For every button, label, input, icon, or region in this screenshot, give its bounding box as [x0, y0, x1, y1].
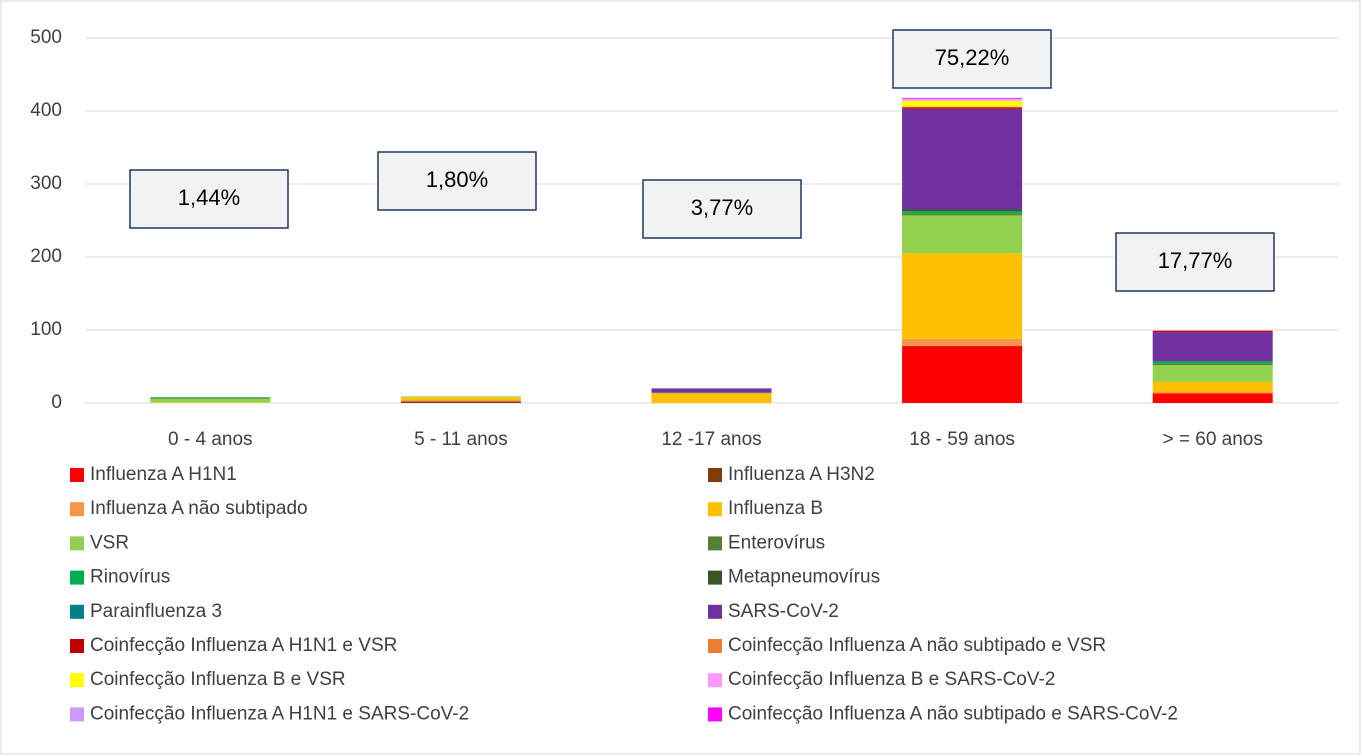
bar-segment [1152, 393, 1273, 403]
bar-segment [902, 107, 1023, 109]
legend-label: SARS-CoV-2 [728, 601, 839, 622]
legend-swatch [708, 536, 722, 551]
y-tick-label: 500 [30, 27, 62, 48]
legend-swatch [708, 604, 722, 619]
bar-segment [1152, 365, 1273, 382]
bar-segment [150, 397, 271, 399]
legend-swatch [70, 604, 84, 619]
bar-segment [902, 98, 1023, 100]
annotation-box [129, 169, 289, 229]
legend-label: Parainfluenza 3 [90, 601, 222, 622]
legend-label: Coinfecção Influenza A H1N1 e SARS-CoV-2 [90, 703, 469, 724]
legend-swatch [708, 639, 722, 653]
legend-label: Influenza A não subtipado [90, 498, 308, 519]
legend-label: Metapneumovírus [728, 567, 880, 588]
bar-segment [651, 392, 772, 394]
bar-segment [902, 106, 1023, 108]
y-tick-label: 400 [30, 100, 62, 121]
bar-segment [651, 388, 772, 393]
bar-segment [400, 400, 521, 402]
bar-segment [902, 100, 1023, 107]
legend-label: Enterovírus [728, 532, 825, 553]
legend-swatch [70, 639, 84, 653]
legend-swatch [70, 707, 84, 722]
bar-segment [902, 215, 1023, 254]
x-tick-label: 18 - 59 anos [909, 429, 1015, 450]
legend-label: Rinovírus [90, 567, 170, 588]
bar-segment [1152, 363, 1273, 366]
annotation-box [892, 29, 1052, 89]
bar-segment [902, 346, 1023, 403]
legend-swatch [708, 570, 722, 585]
x-tick-label: 12 -17 anos [661, 429, 761, 450]
bar-segment [150, 397, 271, 398]
annotation-box [1115, 232, 1275, 292]
legend-swatch [70, 468, 84, 482]
legend-label: Coinfecção Influenza A H1N1 e VSR [90, 635, 397, 656]
legend-swatch [70, 502, 84, 517]
bar-segment [902, 99, 1023, 101]
bar-segment [1152, 381, 1273, 393]
bar-segment [400, 401, 521, 403]
y-tick-label: 200 [30, 246, 62, 267]
x-tick-label: > = 60 anos [1163, 429, 1263, 450]
annotation: 3,77% [691, 195, 753, 220]
y-tick-label: 0 [51, 392, 62, 413]
legend-swatch [708, 707, 722, 722]
bar-segment [651, 393, 772, 403]
bar-segment [150, 398, 271, 403]
legend-label: Coinfecção Influenza B e VSR [90, 669, 346, 690]
bar-segment [1152, 361, 1273, 364]
legend-label: Coinfecção Influenza A não subtipado e S… [728, 703, 1178, 724]
annotation: 1,80% [426, 167, 488, 192]
legend-label: Influenza A H1N1 [90, 464, 237, 485]
legend-label: VSR [90, 532, 129, 553]
legend-swatch [708, 502, 722, 517]
legend-swatch [708, 673, 722, 688]
annotation: 17,77% [1158, 248, 1233, 273]
bar-segment [902, 209, 1023, 212]
legend-swatch [70, 673, 84, 688]
x-tick-label: 0 - 4 anos [168, 429, 253, 450]
legend-swatch [70, 536, 84, 551]
bar-segment [902, 338, 1023, 347]
bar-segment [902, 213, 1023, 216]
bar-segment [1152, 330, 1273, 333]
legend-swatch [70, 570, 84, 585]
bar-segment [150, 402, 271, 403]
legend-swatch [708, 468, 722, 482]
annotation-box [642, 179, 802, 239]
legend-label: Coinfecção Influenza B e SARS-CoV-2 [728, 669, 1055, 690]
legend-label: Coinfecção Influenza A não subtipado e V… [728, 635, 1106, 656]
bar-segment [902, 211, 1023, 214]
bar-segment [400, 396, 521, 398]
x-tick-label: 5 - 11 anos [414, 429, 508, 450]
bar-segment [400, 397, 521, 401]
bar-segment [902, 108, 1023, 210]
y-tick-label: 100 [30, 319, 62, 340]
bar-segment [1152, 332, 1273, 362]
bar-segment [1152, 392, 1273, 394]
annotation-box [377, 151, 537, 211]
annotation: 1,44% [178, 185, 240, 210]
bar-segment [902, 253, 1023, 339]
y-tick-label: 300 [30, 173, 62, 194]
bar-segment [902, 97, 1023, 99]
legend-label: Influenza B [728, 498, 823, 519]
annotation: 75,22% [935, 45, 1010, 70]
legend-label: Influenza A H3N2 [728, 464, 875, 485]
